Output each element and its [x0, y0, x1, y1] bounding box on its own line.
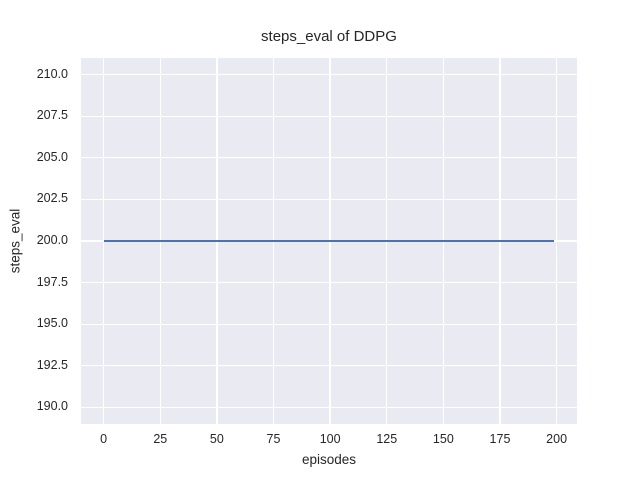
plot-area: [81, 58, 577, 424]
x-tick-label: 25: [153, 432, 168, 446]
gridline-horizontal: [81, 157, 577, 159]
x-tick-label: 100: [319, 432, 341, 446]
gridline-horizontal: [81, 365, 577, 367]
gridline-horizontal: [81, 281, 577, 284]
y-tick-label: 210.0: [36, 66, 68, 81]
x-tick-label: 125: [376, 432, 398, 446]
y-tick-label: 192.5: [36, 357, 68, 372]
y-tick-label: 190.0: [36, 399, 68, 414]
gridline-horizontal: [81, 198, 577, 201]
x-tick-label: 50: [209, 432, 224, 446]
chart-title: steps_eval of DDPG: [261, 28, 397, 45]
series-line: [103, 240, 555, 242]
x-tick-label: 0: [100, 432, 108, 446]
gridline-horizontal: [81, 115, 577, 117]
gridline-horizontal: [81, 323, 577, 325]
y-tick-label: 202.5: [36, 191, 68, 206]
y-tick-label: 207.5: [36, 108, 68, 123]
y-tick-label: 197.5: [36, 274, 68, 289]
x-tick-label: 200: [546, 432, 568, 446]
x-tick-label: 75: [266, 432, 281, 446]
x-tick-label: 175: [489, 432, 511, 446]
y-tick-label: 205.0: [36, 149, 68, 164]
x-tick-label: 150: [432, 432, 454, 446]
y-tick-label: 195.0: [36, 316, 68, 331]
x-axis-label: episodes: [301, 452, 357, 467]
gridline-horizontal: [81, 73, 577, 76]
y-axis-label: steps_eval: [7, 208, 23, 274]
y-tick-label: 200.0: [36, 233, 68, 247]
gridline-horizontal: [81, 406, 577, 408]
